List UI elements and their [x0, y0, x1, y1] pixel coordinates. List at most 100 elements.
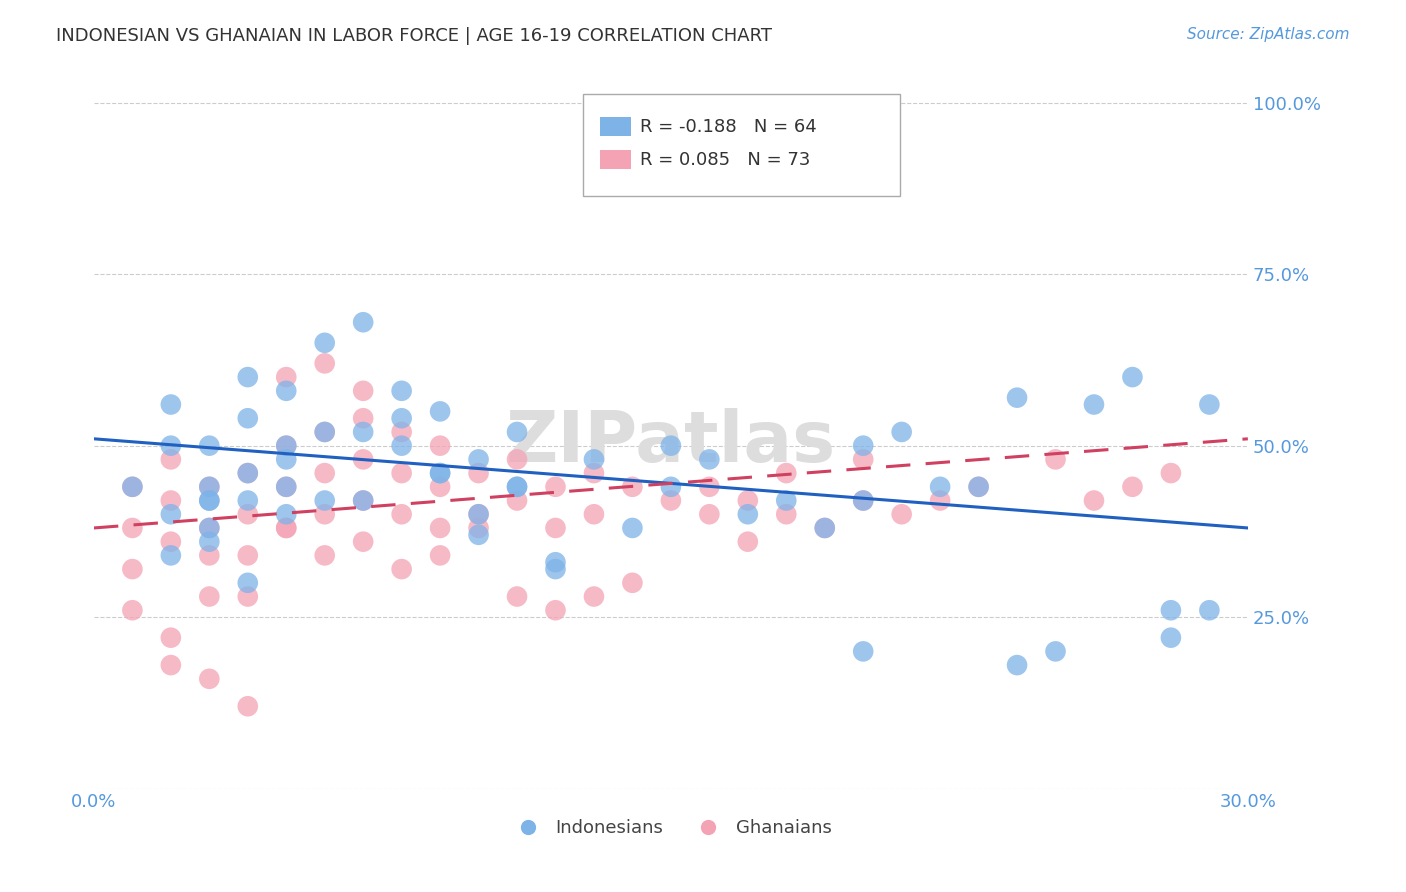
Point: [198, 672, 221, 686]
Point: [506, 425, 529, 439]
Point: [236, 466, 259, 480]
Point: [429, 404, 451, 418]
Point: [429, 466, 451, 480]
Point: [506, 480, 529, 494]
Point: [852, 493, 875, 508]
Point: [467, 521, 489, 535]
Point: [276, 439, 298, 453]
Point: [160, 452, 183, 467]
Point: [852, 439, 875, 453]
Point: [929, 493, 952, 508]
Point: [391, 439, 413, 453]
Point: [775, 466, 797, 480]
Point: [506, 480, 529, 494]
Point: [429, 439, 451, 453]
Point: [1121, 480, 1143, 494]
Point: [1198, 398, 1220, 412]
Point: [276, 439, 298, 453]
Point: [775, 508, 797, 522]
Point: [236, 508, 259, 522]
Point: [967, 480, 990, 494]
Point: [506, 590, 529, 604]
Point: [276, 480, 298, 494]
Point: [160, 631, 183, 645]
Point: [160, 398, 183, 412]
Point: [198, 480, 221, 494]
Point: [699, 508, 721, 522]
Point: [236, 411, 259, 425]
Point: [659, 493, 682, 508]
Point: [737, 493, 759, 508]
Point: [391, 466, 413, 480]
Point: [198, 534, 221, 549]
Point: [352, 384, 374, 398]
Point: [160, 658, 183, 673]
Point: [236, 575, 259, 590]
Point: [276, 508, 298, 522]
Point: [852, 644, 875, 658]
Point: [1083, 398, 1105, 412]
Point: [967, 480, 990, 494]
Point: [198, 493, 221, 508]
Point: [276, 480, 298, 494]
Point: [314, 493, 336, 508]
Point: [699, 452, 721, 467]
Point: [276, 384, 298, 398]
Point: [198, 590, 221, 604]
Point: [198, 439, 221, 453]
Point: [276, 370, 298, 384]
Point: [314, 356, 336, 370]
Point: [544, 603, 567, 617]
Point: [429, 549, 451, 563]
Point: [621, 575, 644, 590]
Point: [314, 466, 336, 480]
Point: [160, 549, 183, 563]
Legend: Indonesians, Ghanaians: Indonesians, Ghanaians: [503, 812, 838, 845]
Point: [582, 508, 605, 522]
Point: [391, 384, 413, 398]
Text: R = -0.188   N = 64: R = -0.188 N = 64: [640, 118, 817, 136]
Point: [775, 493, 797, 508]
Point: [121, 480, 143, 494]
Point: [1198, 603, 1220, 617]
Point: [198, 480, 221, 494]
Point: [160, 534, 183, 549]
Point: [544, 562, 567, 576]
Point: [506, 452, 529, 467]
Text: ZIPatlas: ZIPatlas: [506, 409, 837, 477]
Point: [1160, 631, 1182, 645]
Point: [236, 549, 259, 563]
Point: [1005, 658, 1028, 673]
Point: [314, 425, 336, 439]
Point: [890, 508, 912, 522]
Point: [352, 411, 374, 425]
Point: [121, 521, 143, 535]
Point: [1045, 644, 1067, 658]
Point: [391, 425, 413, 439]
Point: [429, 521, 451, 535]
Point: [121, 480, 143, 494]
Point: [1160, 466, 1182, 480]
Point: [352, 493, 374, 508]
Point: [467, 508, 489, 522]
Point: [852, 452, 875, 467]
Point: [236, 590, 259, 604]
Point: [814, 521, 837, 535]
Point: [659, 480, 682, 494]
Point: [1083, 493, 1105, 508]
Point: [198, 549, 221, 563]
Point: [160, 493, 183, 508]
Point: [314, 335, 336, 350]
Point: [929, 480, 952, 494]
Point: [890, 425, 912, 439]
Point: [467, 452, 489, 467]
Point: [699, 480, 721, 494]
Point: [121, 562, 143, 576]
Point: [236, 699, 259, 714]
Point: [506, 493, 529, 508]
Point: [429, 466, 451, 480]
Point: [582, 590, 605, 604]
Point: [1160, 603, 1182, 617]
Point: [621, 521, 644, 535]
Point: [659, 439, 682, 453]
